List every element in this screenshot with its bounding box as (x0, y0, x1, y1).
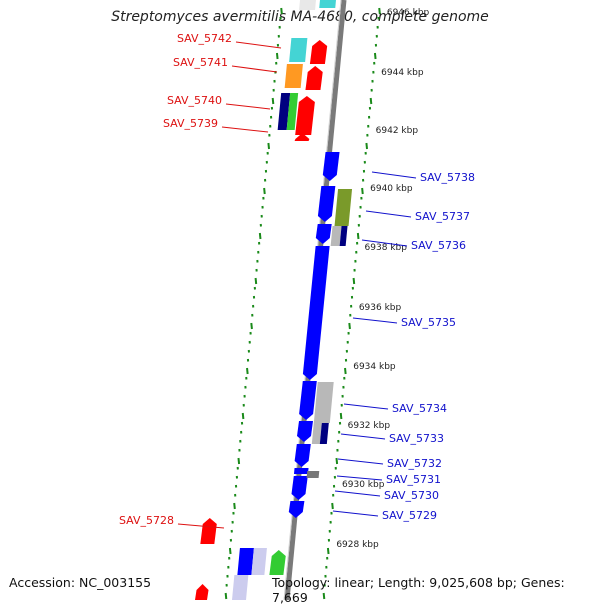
gene-leader-line (366, 211, 411, 217)
tick-mark (273, 98, 274, 104)
scale-label: 6940 kbp (370, 184, 413, 194)
gene-block-grey-small[interactable] (331, 226, 342, 246)
gene-block-grey[interactable] (299, 0, 316, 10)
gene-leader-line (372, 172, 416, 178)
tick-mark (328, 548, 329, 554)
gene-label-left[interactable]: SAV_5742 (177, 32, 232, 45)
gene-leader-line (338, 459, 383, 464)
tick-mark (281, 8, 282, 14)
scale-label: 6928 kbp (336, 540, 379, 550)
gene-leader-line (333, 511, 378, 516)
gene-label-right[interactable]: SAV_5730 (384, 489, 439, 502)
tick-mark (358, 233, 359, 239)
gene-block-sav5737[interactable] (318, 186, 335, 222)
gene-label-left[interactable]: SAV_5740 (167, 94, 222, 107)
tick-mark (371, 98, 372, 104)
tick-mark (349, 323, 350, 329)
gene-block-sav5742-red[interactable] (310, 40, 327, 64)
gene-block-sav5735[interactable] (303, 246, 330, 380)
accession-text: Accession: NC_003155 (9, 575, 151, 590)
tick-mark (238, 458, 239, 464)
gene-block-sav5741-red[interactable] (305, 66, 322, 90)
tick-mark (234, 503, 235, 509)
gene-block-sav5740[interactable] (295, 96, 315, 135)
tick-mark (264, 188, 265, 194)
gene-block-sav5741[interactable] (285, 64, 303, 88)
tick-mark (277, 53, 278, 59)
gene-block-blue-lower[interactable] (237, 548, 254, 575)
gene-block-sav5738[interactable] (323, 152, 340, 181)
tick-mark (247, 368, 248, 374)
tick-mark (226, 593, 227, 599)
scale-label: 6934 kbp (353, 362, 396, 372)
gene-label-right[interactable]: SAV_5734 (392, 402, 447, 415)
tick-mark (362, 188, 363, 194)
genome-stats-text: Topology: linear; Length: 9,025,608 bp; … (272, 575, 600, 605)
gene-label-right[interactable]: SAV_5731 (386, 473, 441, 486)
gene-block-sav5734[interactable] (299, 381, 317, 420)
tick-mark (345, 368, 346, 374)
gene-label-right[interactable]: SAV_5737 (415, 210, 470, 223)
gene-block-sav5742[interactable] (289, 38, 307, 62)
gene-leader-line (344, 404, 388, 409)
gene-leader-line (341, 434, 385, 439)
gene-leader-line (353, 318, 397, 323)
gene-label-left[interactable]: SAV_5739 (163, 117, 218, 130)
gene-label-right[interactable]: SAV_5736 (411, 239, 466, 252)
tick-mark (366, 143, 367, 149)
scale-label: 6942 kbp (376, 126, 419, 136)
gene-label-right[interactable]: SAV_5732 (387, 457, 442, 470)
gene-leader-line (178, 524, 224, 528)
tick-mark (260, 233, 261, 239)
gene-leader-line (236, 42, 281, 48)
tick-mark (354, 278, 355, 284)
gene-block-green-lower[interactable] (269, 550, 285, 575)
gene-block-sav5729[interactable] (289, 501, 305, 518)
tick-mark (341, 413, 342, 419)
gene-leader-line (335, 491, 380, 496)
scale-label: 6930 kbp (342, 480, 385, 490)
gene-label-right[interactable]: SAV_5735 (401, 316, 456, 329)
tick-mark (379, 8, 380, 14)
gene-block-grey-long[interactable] (314, 382, 334, 423)
tick-mark (243, 413, 244, 419)
gene-label-right[interactable]: SAV_5733 (389, 432, 444, 445)
gene-label-right[interactable]: SAV_5738 (420, 171, 475, 184)
gene-leader-line (222, 127, 268, 132)
gene-leader-line (232, 66, 277, 72)
scale-label: 6932 kbp (348, 421, 391, 431)
gene-block-sav5731[interactable] (294, 468, 309, 474)
tick-mark (336, 458, 337, 464)
gene-block-olive[interactable] (335, 189, 353, 226)
gene-leader-line (226, 104, 270, 109)
gene-block-pale-bottom[interactable] (232, 575, 248, 600)
tick-mark (268, 143, 269, 149)
scale-label: 6936 kbp (359, 303, 402, 313)
gene-block-sav5728[interactable] (200, 518, 216, 544)
gene-block-cyan[interactable] (319, 0, 336, 8)
gene-block-red-bottom[interactable] (195, 584, 209, 600)
tick-mark (375, 53, 376, 59)
tick-mark (230, 548, 231, 554)
gene-label-right[interactable]: SAV_5729 (382, 509, 437, 522)
gene-label-left[interactable]: SAV_5741 (173, 56, 228, 69)
scale-label: 6946 kbp (387, 8, 430, 18)
gene-label-left[interactable]: SAV_5728 (119, 514, 174, 527)
scale-label: 6944 kbp (381, 68, 424, 78)
gene-block-dark[interactable] (307, 471, 320, 478)
gene-block-pale-lower[interactable] (251, 548, 267, 575)
tick-mark (251, 323, 252, 329)
scale-label: 6938 kbp (365, 243, 408, 253)
tick-mark (256, 278, 257, 284)
tick-mark (332, 503, 333, 509)
